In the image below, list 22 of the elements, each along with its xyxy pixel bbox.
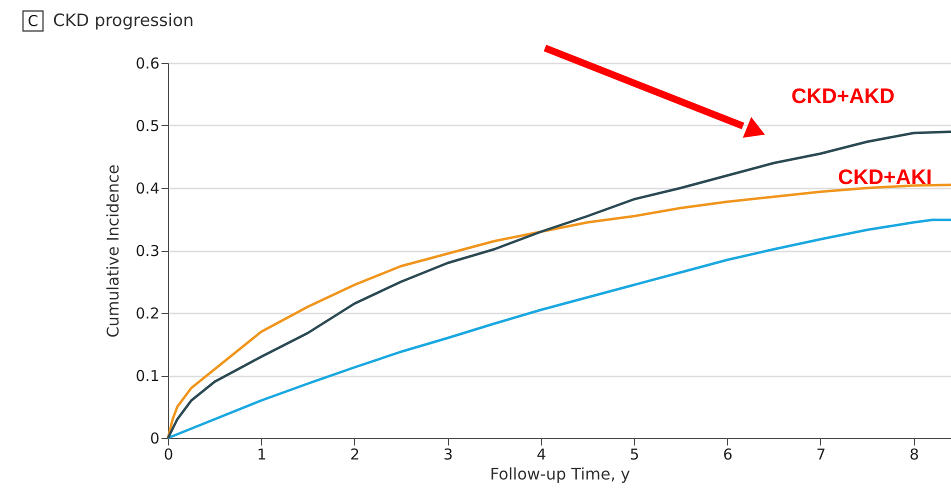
y-tick-label: 0.1	[136, 367, 160, 385]
x-tick-label: 0	[164, 446, 174, 464]
y-tick-label: 0.4	[136, 180, 160, 198]
y-tick-label: 0.5	[136, 117, 160, 135]
x-tick-label: 6	[723, 446, 733, 464]
x-tick-label: 3	[443, 446, 453, 464]
y-tick-label: 0.2	[136, 304, 160, 322]
x-tick-label: 5	[630, 446, 640, 464]
x-axis-title: Follow-up Time, y	[490, 464, 630, 484]
x-tick-label: 2	[350, 446, 360, 464]
annotation: CKD+AKD	[791, 85, 895, 108]
x-tick-label: 1	[256, 446, 266, 464]
y-tick-label: 0.3	[136, 242, 160, 260]
text: C	[28, 12, 38, 30]
annotation: CKD+AKI	[838, 166, 932, 189]
chart-title: CKD progression	[53, 11, 194, 31]
x-tick-label: 7	[816, 446, 826, 464]
y-tick-label: 0.6	[136, 54, 160, 72]
x-tick-label: 4	[536, 446, 546, 464]
x-tick-label: 8	[909, 446, 919, 464]
y-tick-label: 0	[150, 430, 160, 448]
y-axis-title: Cumulative Incidence	[104, 164, 123, 338]
